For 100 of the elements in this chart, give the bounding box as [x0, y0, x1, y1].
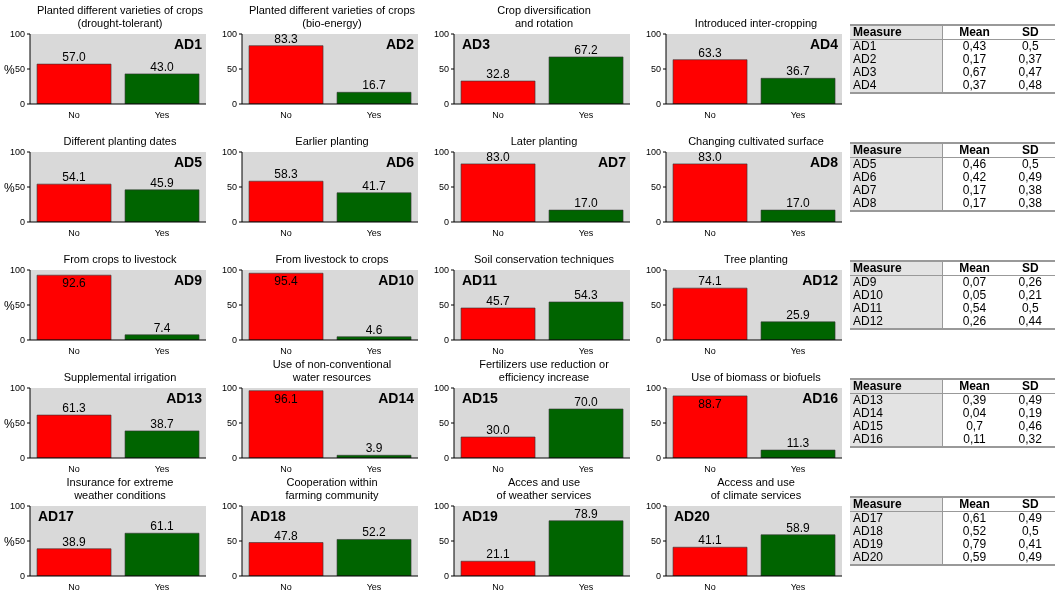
- x-tick-label: No: [280, 346, 292, 357]
- data-label: 17.0: [574, 196, 599, 211]
- x-tick-label: No: [68, 464, 80, 475]
- data-label: 63.3: [698, 45, 723, 60]
- text: AD5: [850, 157, 943, 171]
- text: Measure: [850, 379, 943, 394]
- x-tick-label: No: [492, 346, 504, 357]
- y-tick-label: 50: [226, 418, 237, 429]
- y-tick-label: 100: [645, 501, 661, 512]
- x-tick-label: Yes: [366, 228, 382, 239]
- text: 0,46: [1005, 419, 1055, 433]
- y-tick-label: 100: [433, 29, 449, 40]
- y-tick-label: 50: [226, 182, 237, 193]
- data-label: 47.8: [274, 528, 299, 543]
- x-tick-label: Yes: [790, 464, 806, 475]
- y-tick-label: 0: [443, 571, 449, 582]
- y-tick-label: 100: [645, 265, 661, 276]
- data-label: 36.7: [786, 64, 811, 79]
- y-tick-label: 0: [655, 571, 661, 582]
- chart-title: Supplemental irrigation: [62, 371, 178, 384]
- text: 0,38: [1005, 183, 1055, 197]
- y-tick-label: 100: [645, 147, 661, 158]
- text: 0,61: [942, 511, 1006, 525]
- y-tick-label: 0: [19, 99, 25, 110]
- y-tick-label: 100: [645, 29, 661, 40]
- annotation: AD20: [674, 508, 710, 524]
- x-tick-label: Yes: [578, 464, 594, 475]
- text: SD: [1005, 379, 1055, 394]
- chart-title: Planted different varieties of crops (drought-tolerant): [35, 4, 205, 30]
- text: 0,49: [1005, 393, 1055, 407]
- annotation: AD7: [597, 154, 626, 170]
- y-tick-label: 100: [433, 265, 449, 276]
- y-tick-label: 0: [655, 453, 661, 464]
- text: AD12: [850, 314, 943, 329]
- text: Measure: [850, 261, 943, 276]
- x-tick-label: No: [280, 464, 292, 475]
- y-tick-label: 0: [19, 571, 25, 582]
- y-tick-label: 50: [438, 64, 449, 75]
- data-label: 83.0: [698, 149, 723, 164]
- text: 0,26: [942, 314, 1006, 329]
- text: 0,04: [942, 406, 1006, 420]
- text: SD: [1005, 143, 1055, 158]
- y-tick-label: 0: [231, 99, 237, 110]
- chart-title: Use of biomass or biofuels: [690, 371, 822, 384]
- text: SD: [1005, 497, 1055, 512]
- data-label: 61.1: [150, 519, 175, 534]
- y-tick-label: 100: [221, 501, 237, 512]
- x-tick-label: No: [704, 228, 716, 239]
- text: 0,11: [942, 432, 1006, 447]
- y-tick-label: 50: [14, 300, 25, 311]
- data-label: 16.7: [362, 78, 387, 93]
- text: AD8: [850, 196, 943, 211]
- data-label: 96.1: [274, 391, 299, 406]
- text: AD20: [850, 550, 943, 565]
- chart-title: Later planting: [509, 135, 579, 148]
- annotation: AD16: [802, 390, 838, 406]
- text: Mean: [942, 25, 1006, 40]
- annotation: AD17: [38, 508, 74, 524]
- annotation: AD13: [166, 390, 202, 406]
- text: AD14: [850, 406, 943, 420]
- text: AD6: [850, 170, 943, 184]
- text: 0,26: [1005, 275, 1055, 289]
- text: 0,44: [1005, 314, 1055, 329]
- data-label: 41.7: [362, 178, 387, 193]
- text: 0,49: [1005, 550, 1055, 565]
- text: AD2: [850, 52, 943, 66]
- y-tick-label: 0: [19, 453, 25, 464]
- y-tick-label: 50: [650, 418, 661, 429]
- y-axis-title: %: [4, 299, 15, 313]
- y-tick-label: 100: [433, 383, 449, 394]
- y-tick-label: 100: [221, 383, 237, 394]
- x-tick-label: No: [280, 582, 292, 590]
- data-label: 78.9: [574, 506, 599, 521]
- y-tick-label: 0: [19, 335, 25, 346]
- text: 0,07: [942, 275, 1006, 289]
- chart-title: From crops to livestock: [62, 253, 178, 266]
- text: 0,38: [1005, 196, 1055, 211]
- data-label: 25.9: [786, 307, 811, 322]
- x-tick-label: Yes: [578, 228, 594, 239]
- x-tick-label: Yes: [366, 582, 382, 590]
- text: 0,5: [1005, 524, 1055, 538]
- y-tick-label: 50: [14, 182, 25, 193]
- text: 0,54: [942, 301, 1006, 315]
- chart-title: Access and use of climate services: [709, 476, 803, 502]
- y-tick-label: 0: [655, 99, 661, 110]
- data-label: 45.9: [150, 175, 175, 190]
- data-label: 54.3: [574, 287, 599, 302]
- x-tick-label: Yes: [154, 582, 170, 590]
- x-tick-label: No: [492, 110, 504, 121]
- y-tick-label: 100: [9, 501, 25, 512]
- data-label: 45.7: [486, 294, 511, 309]
- x-tick-label: Yes: [790, 346, 806, 357]
- y-tick-label: 0: [231, 571, 237, 582]
- y-axis-title: %: [4, 181, 15, 195]
- y-tick-label: 100: [9, 265, 25, 276]
- y-axis-title: %: [4, 417, 15, 431]
- chart-title: Crop diversification and rotation: [496, 4, 592, 30]
- annotation: AD6: [385, 154, 414, 170]
- text: 0,49: [1005, 511, 1055, 525]
- y-tick-label: 100: [221, 265, 237, 276]
